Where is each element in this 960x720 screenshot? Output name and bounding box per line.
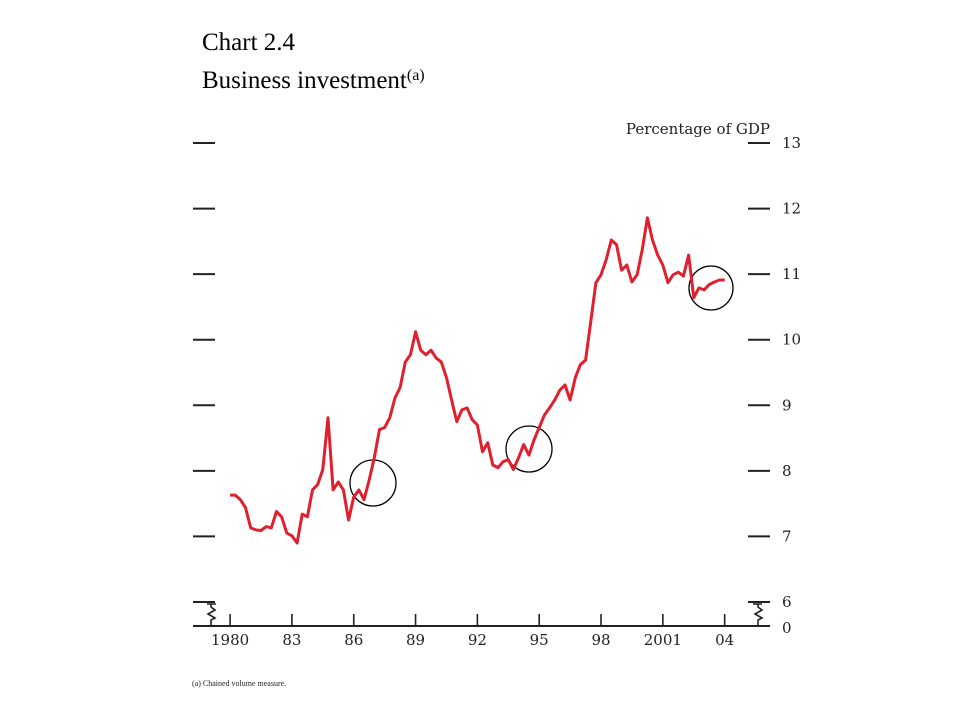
y-tick-label: 13 [782, 134, 801, 152]
chart-subtitle: Business investment(a) [202, 67, 425, 94]
y-axis-label: Percentage of GDP [626, 120, 770, 138]
y-tick-label: 10 [782, 331, 801, 349]
y-tick-label: 12 [782, 200, 801, 218]
chart-title: Chart 2.4 [202, 29, 296, 56]
x-tick-label: 83 [282, 631, 301, 649]
axis-break-left [206, 603, 217, 626]
y-break-tick-label: 0 [782, 619, 792, 637]
y-tick-label: 7 [782, 527, 792, 545]
footnote: (a) Chained volume measure. [192, 679, 286, 688]
x-tick-label: 1980 [211, 631, 249, 649]
subtitle-note: (a) [407, 67, 425, 84]
y-tick-label: 6 [782, 593, 792, 611]
x-tick-label: 2001 [644, 631, 682, 649]
x-tick-label: 98 [591, 631, 610, 649]
subtitle-text: Business investment [202, 67, 407, 94]
data-line [230, 216, 725, 545]
y-tick-label: 8 [782, 462, 792, 480]
x-tick-label: 92 [468, 631, 487, 649]
axis-break-right [753, 603, 764, 626]
y-tick-label: 9 [782, 396, 792, 414]
highlight-circle [505, 425, 553, 473]
x-tick-label: 04 [715, 631, 734, 649]
y-tick-label: 11 [782, 265, 801, 283]
x-tick-label: 95 [530, 631, 549, 649]
highlight-circle [688, 265, 734, 311]
x-tick-label: 89 [406, 631, 425, 649]
x-tick-label: 86 [344, 631, 363, 649]
